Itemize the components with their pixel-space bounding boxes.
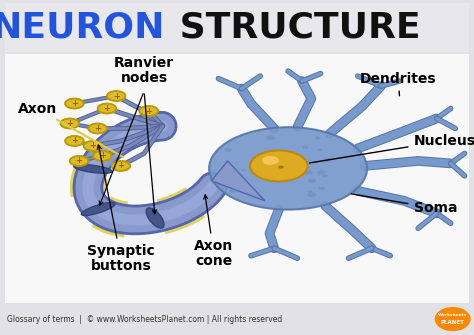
Text: +: +	[71, 136, 78, 145]
Text: NEURON: NEURON	[0, 11, 165, 45]
Text: +: +	[94, 124, 101, 133]
Text: +: +	[103, 104, 110, 113]
Circle shape	[278, 166, 284, 169]
Circle shape	[65, 136, 84, 146]
Circle shape	[88, 124, 107, 133]
Ellipse shape	[209, 127, 367, 210]
Text: Axon: Axon	[18, 102, 123, 157]
Text: Nucleus: Nucleus	[310, 134, 474, 163]
Circle shape	[304, 170, 313, 175]
Polygon shape	[211, 161, 265, 201]
Text: +: +	[66, 119, 73, 128]
Text: Ranvier
nodes: Ranvier nodes	[114, 56, 174, 85]
FancyBboxPatch shape	[0, 0, 474, 57]
Circle shape	[435, 307, 471, 331]
Circle shape	[70, 156, 88, 166]
Circle shape	[93, 151, 111, 161]
Ellipse shape	[74, 164, 112, 173]
Text: Axon
cone: Axon cone	[194, 195, 233, 268]
Text: Synaptic
buttons: Synaptic buttons	[87, 145, 155, 273]
Circle shape	[250, 150, 308, 181]
Text: Soma: Soma	[351, 194, 457, 215]
Circle shape	[317, 170, 326, 175]
Text: Dendrites: Dendrites	[360, 72, 437, 96]
Text: STRUCTURE: STRUCTURE	[167, 11, 421, 45]
Text: Worksheets: Worksheets	[438, 313, 467, 317]
Circle shape	[253, 164, 257, 166]
Ellipse shape	[81, 202, 115, 215]
Text: PLANET: PLANET	[441, 320, 465, 325]
Text: +: +	[71, 99, 78, 108]
Circle shape	[307, 192, 317, 197]
Circle shape	[241, 169, 246, 171]
Circle shape	[308, 178, 317, 183]
Text: +: +	[118, 161, 124, 171]
Circle shape	[139, 106, 158, 116]
Circle shape	[278, 175, 287, 179]
Text: +: +	[99, 151, 106, 160]
Circle shape	[262, 156, 279, 165]
Text: +: +	[145, 107, 152, 116]
Circle shape	[318, 149, 322, 151]
Circle shape	[65, 98, 84, 109]
Text: +: +	[113, 91, 120, 100]
Circle shape	[270, 169, 275, 172]
Circle shape	[98, 104, 116, 114]
Text: +: +	[75, 156, 82, 165]
Circle shape	[319, 187, 325, 190]
FancyBboxPatch shape	[0, 50, 474, 307]
Circle shape	[61, 119, 79, 129]
Text: Glossary of terms  |  © www.WorksheetsPlanet.com | All rights reserved: Glossary of terms | © www.WorksheetsPlan…	[7, 315, 283, 324]
Circle shape	[229, 189, 237, 193]
Circle shape	[322, 174, 328, 177]
Circle shape	[225, 148, 232, 152]
Circle shape	[308, 191, 312, 193]
Circle shape	[324, 158, 332, 162]
Circle shape	[111, 161, 130, 171]
Ellipse shape	[146, 208, 164, 228]
Circle shape	[302, 146, 309, 149]
Circle shape	[107, 91, 126, 101]
Circle shape	[315, 137, 320, 140]
Circle shape	[84, 141, 102, 151]
Circle shape	[266, 136, 275, 140]
Text: +: +	[90, 141, 97, 150]
